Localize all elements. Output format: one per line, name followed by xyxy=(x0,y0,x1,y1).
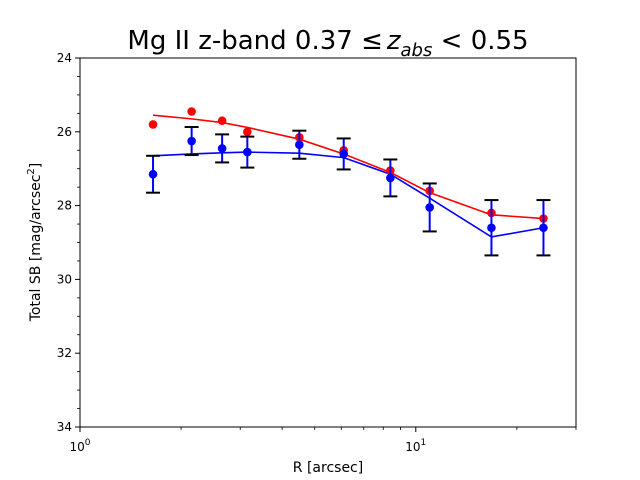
data-point-blue-3 xyxy=(243,147,252,157)
data-point-blue-8 xyxy=(487,223,496,233)
x-tick-label-exponent-1: 1 xyxy=(421,438,427,448)
data-point-red-0 xyxy=(148,120,158,129)
title-end: < 0.55 xyxy=(432,26,528,56)
x-tick-label-0: 100 xyxy=(69,438,90,454)
chart-title: Mg II z-band 0.37 ≤ zabs < 0.55 xyxy=(127,26,528,61)
x-tick-label-exponent-0: 0 xyxy=(85,438,91,448)
data-point-red-2 xyxy=(217,116,227,126)
y-tick-label-4: 32 xyxy=(57,346,72,360)
x-tick-label-base-1: 10 xyxy=(405,440,420,454)
data-point-blue-4 xyxy=(295,140,304,150)
data-point-blue-5 xyxy=(339,149,349,159)
x-tick-label-base-0: 10 xyxy=(69,440,84,454)
y-axis-label-main: Total SB [mag/arcsec xyxy=(28,175,44,323)
title-variable: z xyxy=(386,26,402,56)
y-tick-label-1: 26 xyxy=(57,125,72,139)
data-point-blue-1 xyxy=(187,136,196,146)
y-axis-label-end: ] xyxy=(28,163,44,168)
data-point-blue-2 xyxy=(217,144,227,153)
y-tick-label-0: 24 xyxy=(57,51,72,65)
plot-area xyxy=(146,107,551,257)
series-line-blue xyxy=(152,151,544,238)
y-tick-label-3: 30 xyxy=(57,272,72,286)
y-axis-label: Total SB [mag/arcsec2] xyxy=(26,163,44,323)
data-point-blue-7 xyxy=(425,203,434,212)
data-point-red-1 xyxy=(187,107,196,116)
y-tick-label-2: 28 xyxy=(57,199,72,213)
y-axis-label-superscript: 2 xyxy=(26,168,37,174)
title-main: Mg II z-band 0.37 ≤ xyxy=(127,26,382,56)
data-point-blue-9 xyxy=(539,223,548,233)
data-point-blue-0 xyxy=(148,169,158,179)
x-tick-label-1: 101 xyxy=(405,438,426,454)
data-point-blue-6 xyxy=(386,173,395,183)
x-axis-label: R [arcsec] xyxy=(293,460,363,476)
series-line-red xyxy=(152,114,544,220)
data-point-red-3 xyxy=(243,127,252,137)
title-subscript: abs xyxy=(401,40,433,61)
y-tick-label-5: 34 xyxy=(57,420,72,434)
